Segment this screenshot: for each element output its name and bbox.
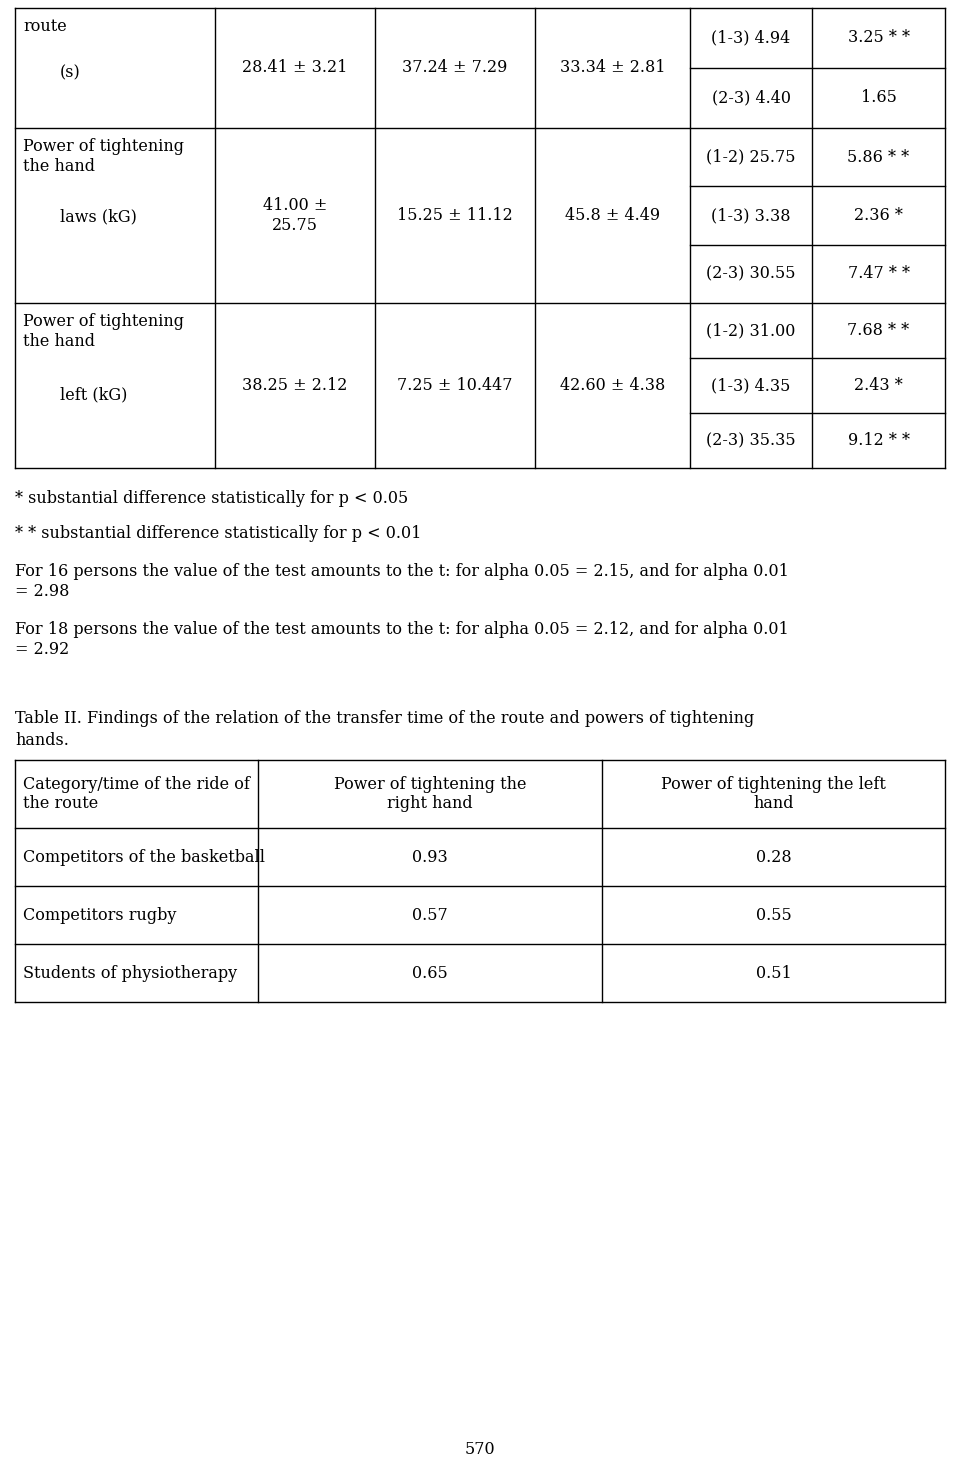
Text: (1-2) 31.00: (1-2) 31.00 <box>707 323 796 339</box>
Text: 37.24 ± 7.29: 37.24 ± 7.29 <box>402 59 508 77</box>
Text: 0.65: 0.65 <box>412 965 448 981</box>
Text: (1-2) 25.75: (1-2) 25.75 <box>707 148 796 166</box>
Text: 41.00 ±
25.75: 41.00 ± 25.75 <box>263 197 327 234</box>
Text: Power of tightening the
right hand: Power of tightening the right hand <box>334 776 526 813</box>
Text: the hand: the hand <box>23 333 95 349</box>
Text: 33.34 ± 2.81: 33.34 ± 2.81 <box>560 59 665 77</box>
Text: (s): (s) <box>60 65 81 81</box>
Text: hands.: hands. <box>15 733 69 749</box>
Text: 15.25 ± 11.12: 15.25 ± 11.12 <box>397 207 513 223</box>
Text: * * substantial difference statistically for p < 0.01: * * substantial difference statistically… <box>15 525 421 542</box>
Text: Competitors rugby: Competitors rugby <box>23 906 177 924</box>
Text: Table II. Findings of the relation of the transfer time of the route and powers : Table II. Findings of the relation of th… <box>15 710 755 727</box>
Text: route: route <box>23 18 67 36</box>
Text: (1-3) 3.38: (1-3) 3.38 <box>711 207 791 223</box>
Text: 28.41 ± 3.21: 28.41 ± 3.21 <box>242 59 348 77</box>
Text: the hand: the hand <box>23 158 95 175</box>
Text: (1-3) 4.35: (1-3) 4.35 <box>711 377 791 394</box>
Text: (2-3) 4.40: (2-3) 4.40 <box>711 89 790 107</box>
Text: 0.57: 0.57 <box>412 906 448 924</box>
Text: 0.28: 0.28 <box>756 848 791 866</box>
Text: For 16 persons the value of the test amounts to the t: for alpha 0.05 = 2.15, an: For 16 persons the value of the test amo… <box>15 562 789 599</box>
Text: 38.25 ± 2.12: 38.25 ± 2.12 <box>242 377 348 394</box>
Text: Category/time of the ride of
the route: Category/time of the ride of the route <box>23 776 250 813</box>
Text: Power of tightening: Power of tightening <box>23 312 184 330</box>
Text: 3.25 * *: 3.25 * * <box>848 30 909 46</box>
Text: Power of tightening the left
hand: Power of tightening the left hand <box>661 776 886 813</box>
Text: 9.12 * *: 9.12 * * <box>848 432 909 448</box>
Text: laws (kG): laws (kG) <box>60 209 137 225</box>
Text: 7.68 * *: 7.68 * * <box>848 323 909 339</box>
Text: Power of tightening: Power of tightening <box>23 138 184 155</box>
Text: Students of physiotherapy: Students of physiotherapy <box>23 965 237 981</box>
Text: 42.60 ± 4.38: 42.60 ± 4.38 <box>560 377 665 394</box>
Text: (2-3) 30.55: (2-3) 30.55 <box>707 265 796 283</box>
Text: left (kG): left (kG) <box>60 386 128 403</box>
Text: * substantial difference statistically for p < 0.05: * substantial difference statistically f… <box>15 490 408 508</box>
Text: 45.8 ± 4.49: 45.8 ± 4.49 <box>564 207 660 223</box>
Text: 2.36 *: 2.36 * <box>854 207 903 223</box>
Text: For 18 persons the value of the test amounts to the t: for alpha 0.05 = 2.12, an: For 18 persons the value of the test amo… <box>15 622 789 657</box>
Text: 7.25 ± 10.447: 7.25 ± 10.447 <box>397 377 513 394</box>
Text: 570: 570 <box>465 1442 495 1458</box>
Text: 0.93: 0.93 <box>412 848 448 866</box>
Text: Competitors of the basketball: Competitors of the basketball <box>23 848 265 866</box>
Text: 5.86 * *: 5.86 * * <box>848 148 909 166</box>
Text: (2-3) 35.35: (2-3) 35.35 <box>707 432 796 448</box>
Text: (1-3) 4.94: (1-3) 4.94 <box>711 30 791 46</box>
Text: 0.51: 0.51 <box>756 965 791 981</box>
Text: 7.47 * *: 7.47 * * <box>848 265 909 283</box>
Text: 1.65: 1.65 <box>860 89 897 107</box>
Text: 2.43 *: 2.43 * <box>854 377 902 394</box>
Text: 0.55: 0.55 <box>756 906 791 924</box>
